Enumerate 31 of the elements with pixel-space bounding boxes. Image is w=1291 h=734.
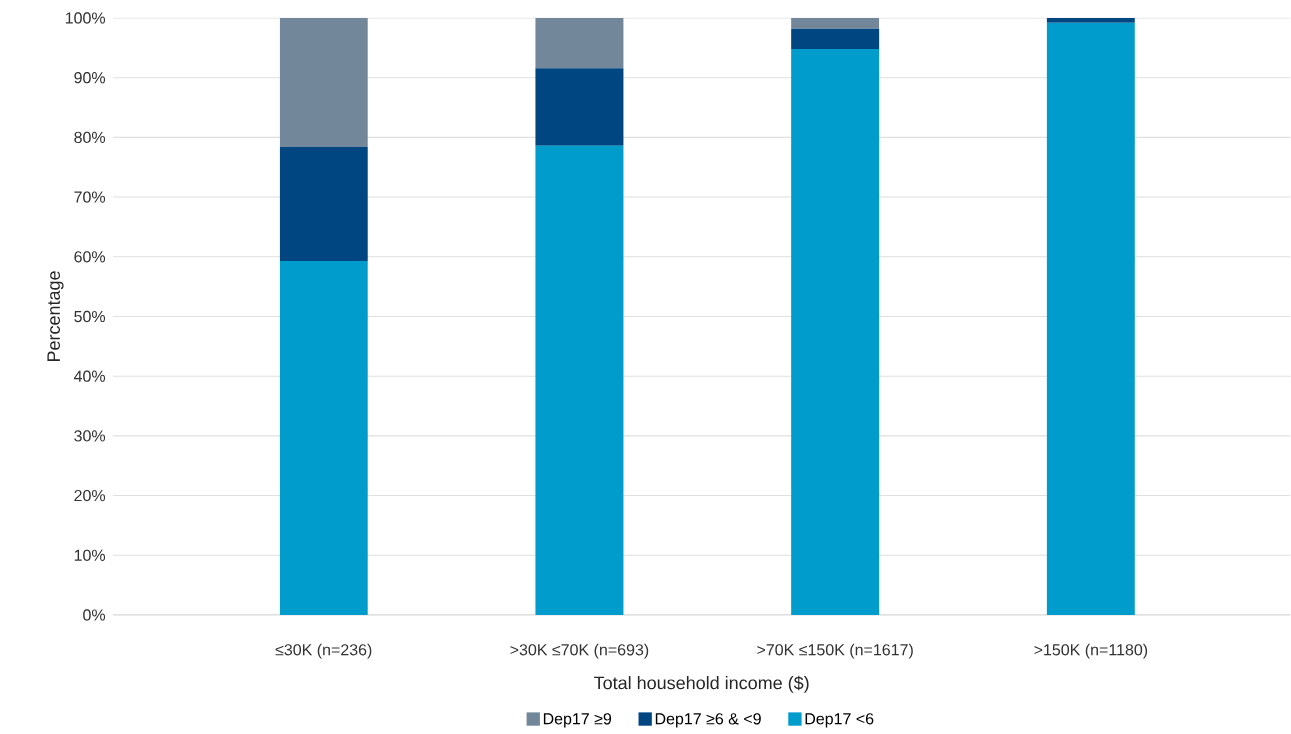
bar bbox=[791, 49, 880, 615]
bar bbox=[1046, 17, 1135, 23]
x-tick-label: ≤30K (n=236) bbox=[275, 643, 372, 659]
bar bbox=[1046, 22, 1135, 615]
y-tick-label: 70% bbox=[74, 191, 106, 203]
x-tick-label: >150K (n=1180) bbox=[1034, 643, 1148, 659]
bar bbox=[791, 28, 880, 50]
y-axis-title: Percentage bbox=[47, 271, 64, 362]
legend-label: Dep17 <6 bbox=[805, 713, 874, 728]
bar bbox=[535, 145, 624, 615]
y-tick-label: 60% bbox=[74, 251, 106, 263]
x-tick-label: >70K ≤150K (n=1617) bbox=[757, 643, 913, 659]
legend-label: Dep17 ≥6 & <9 bbox=[655, 713, 761, 728]
y-tick-label: 80% bbox=[74, 131, 106, 144]
bar bbox=[279, 260, 368, 615]
bar bbox=[535, 17, 624, 69]
x-axis-title: Total household income ($) bbox=[594, 675, 809, 693]
y-tick-label: 40% bbox=[73, 370, 106, 382]
y-tick-label: 50% bbox=[74, 310, 106, 323]
y-tick-label: 10% bbox=[74, 549, 106, 561]
bar bbox=[279, 146, 368, 261]
bar bbox=[279, 17, 368, 147]
x-tick-label: >30K ≤70K (n=693) bbox=[510, 643, 649, 659]
y-tick-label: 100% bbox=[65, 12, 106, 24]
bar bbox=[791, 17, 880, 29]
y-tick-label: 90% bbox=[74, 72, 106, 84]
bar bbox=[535, 68, 624, 146]
y-tick-label: 30% bbox=[74, 430, 106, 442]
y-tick-label: 0% bbox=[83, 609, 106, 621]
legend-label: Dep17 ≥9 bbox=[543, 713, 612, 728]
y-tick-label: 20% bbox=[74, 489, 106, 502]
